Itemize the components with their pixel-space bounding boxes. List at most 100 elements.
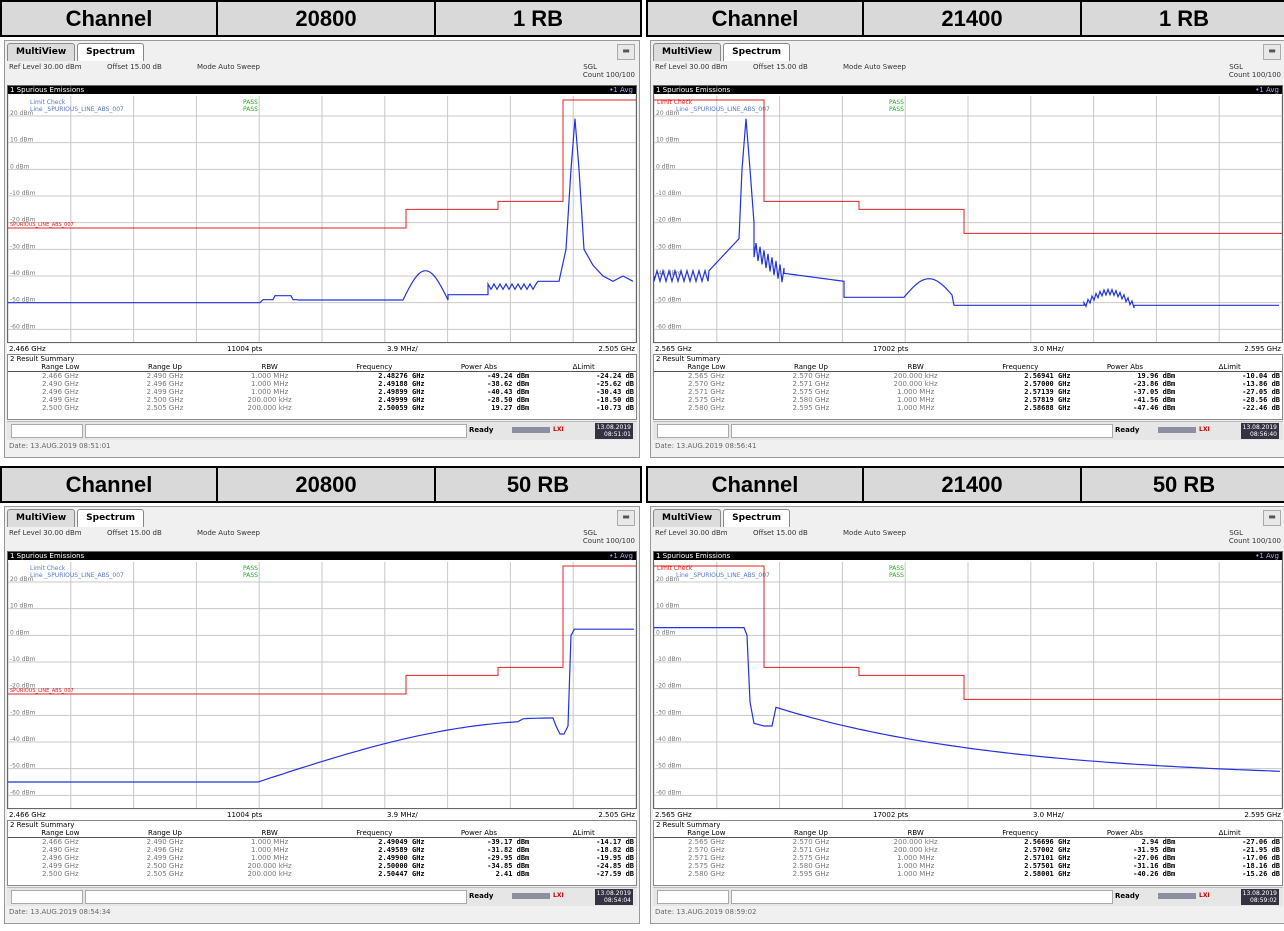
minimize-button[interactable]: ▬: [1263, 510, 1281, 526]
spectrum-plot[interactable]: 1 Spurious Emissions •1 Avg 20 dBm 10 dBm…: [7, 551, 637, 809]
cell--limit: -13.86 dB: [1242, 380, 1280, 388]
cell-range-low: 2.499 GHz: [42, 396, 79, 404]
limit-line: [654, 99, 1282, 234]
cell-range-up: 2.500 GHz: [146, 396, 184, 404]
limit-line-label: SPURIOUS_LINE_ABS_007: [10, 222, 74, 228]
status-timestamp: 13.08.2019 08:56:40: [1240, 423, 1279, 439]
cell-range-low: 2.466 GHz: [42, 838, 79, 846]
lxi-icon: LXI: [553, 892, 564, 899]
cell-frequency: 2.56941 GHz: [1024, 372, 1071, 380]
y-tick-label: -50 dBm: [656, 297, 682, 304]
status-field-message: [731, 890, 1113, 904]
cell-power-abs: 19.27 dBm: [491, 404, 530, 412]
cell-rbw: 1.000 MHz: [897, 870, 935, 878]
spectrum-plot[interactable]: 1 Spurious Emissions •1 Avg 20 dBm 10 dBm…: [653, 85, 1283, 343]
minimize-button[interactable]: ▬: [617, 510, 635, 526]
frequency-axis: 2.565 GHz 17002 pts 3.0 MHz/ 2.595 GHz: [653, 344, 1283, 354]
cell--limit: -14.17 dB: [596, 838, 634, 846]
sweep-points: 11004 pts: [227, 811, 263, 819]
cell-frequency: 2.57002 GHz: [1024, 846, 1071, 854]
cell-rbw: 1.000 MHz: [897, 404, 935, 412]
legend-limit-check: Limit Check: [657, 99, 693, 106]
legend-limit-check: Limit Check: [30, 565, 66, 572]
legend-line-label: Line _SPURIOUS_LINE_ABS_007: [676, 106, 770, 113]
spectrum-plot[interactable]: 1 Spurious Emissions •1 Avg 20 dBm 10 dBm…: [653, 551, 1283, 809]
col-header-4: Power Abs: [1072, 829, 1178, 838]
sgl-text: SGL: [1229, 63, 1243, 71]
progress-bar: [512, 427, 550, 433]
minimize-button[interactable]: ▬: [617, 44, 635, 60]
cell-power-abs: -47.46 dBm: [1133, 404, 1176, 412]
status-field-message: [731, 424, 1113, 438]
cell--limit: -15.26 dB: [1242, 870, 1280, 878]
cell-rbw: 1.000 MHz: [897, 388, 935, 396]
y-tick-label: -30 dBm: [10, 243, 36, 250]
cell--limit: -22.46 dB: [1242, 404, 1280, 412]
settings-info-bar: Ref Level 30.00 dBm Offset 15.00 dB Mode…: [7, 528, 637, 550]
header-channel-label: Channel: [2, 468, 218, 501]
result-table: Range Low Range Up RBW Frequency Power Abs ΔL…: [654, 363, 1282, 412]
table-row: 2.580 GHz 2.595 GHz 1.000 MHz 2.58001 GHz -4…: [654, 870, 1282, 878]
timestamp-time: 08:56:40: [1250, 431, 1277, 438]
table-row: 2.575 GHz 2.580 GHz 1.000 MHz 2.57819 GHz -4…: [654, 396, 1282, 404]
cell-frequency: 2.57819 GHz: [1024, 396, 1071, 404]
cell--limit: -27.59 dB: [596, 870, 634, 878]
ref-level-text: Ref Level 30.00 dBm: [655, 529, 728, 537]
tab-multiview[interactable]: MultiView: [653, 509, 722, 527]
col-header-0: Range Low: [654, 363, 759, 372]
cell-power-abs: -23.86 dBm: [1133, 380, 1176, 388]
stop-frequency: 2.595 GHz: [1244, 345, 1281, 353]
count-text: Count 100/100: [1228, 71, 1281, 79]
legend-line-label: Line _SPURIOUS_LINE_ABS_007: [30, 106, 124, 113]
cell-range-low: 2.571 GHz: [688, 388, 725, 396]
cell-range-low: 2.575 GHz: [688, 862, 725, 870]
count-text: Count 100/100: [582, 71, 635, 79]
status-field-left: [657, 890, 729, 904]
legend-line-label: Line _SPURIOUS_LINE_ABS_007: [676, 572, 770, 579]
capture-date: Date: 13.AUG.2019 08:54:34: [9, 908, 111, 916]
header-rb-count: 1 RB: [1158, 5, 1210, 31]
header-rb-count: 50 RB: [506, 471, 570, 497]
status-field-left: [657, 424, 729, 438]
sgl-text: SGL: [1229, 529, 1243, 537]
y-tick-label: -60 dBm: [10, 323, 36, 330]
start-frequency: 2.565 GHz: [655, 345, 692, 353]
minimize-button[interactable]: ▬: [1263, 44, 1281, 60]
cell-range-up: 2.571 GHz: [792, 380, 830, 388]
cell-range-up: 2.505 GHz: [146, 404, 184, 412]
cell-power-abs: 2.41 dBm: [495, 870, 530, 878]
cell-frequency: 2.57501 GHz: [1024, 862, 1071, 870]
cell-range-up: 2.496 GHz: [146, 846, 184, 854]
tab-spectrum[interactable]: Spectrum: [77, 43, 145, 61]
plot-title: 1 Spurious Emissions: [654, 552, 1282, 560]
cell--limit: -27.06 dB: [1242, 838, 1280, 846]
col-header-3: Frequency: [967, 363, 1073, 372]
table-row: 2.490 GHz 2.496 GHz 1.000 MHz 2.49188 GHz -3…: [8, 380, 636, 388]
tab-multiview[interactable]: MultiView: [653, 43, 722, 61]
col-header-3: Frequency: [321, 829, 427, 838]
tab-spectrum[interactable]: Spectrum: [723, 43, 791, 61]
status-field-left: [11, 424, 83, 438]
status-field-message: [85, 890, 467, 904]
plot-title: 1 Spurious Emissions: [654, 86, 1282, 94]
result-summary-title: 2 Result Summary: [656, 355, 721, 363]
tab-multiview[interactable]: MultiView: [7, 43, 76, 61]
result-summary: 2 Result Summary Range Low Range Up RBW Fre…: [653, 354, 1283, 420]
mode-text: Mode Auto Sweep: [843, 529, 906, 537]
spectrum-plot[interactable]: 1 Spurious Emissions •1 Avg 20 dBm 10 dBm…: [7, 85, 637, 343]
sweep-points: 17002 pts: [873, 811, 909, 819]
col-header-4: Power Abs: [1072, 363, 1178, 372]
tab-spectrum[interactable]: Spectrum: [77, 509, 145, 527]
cell--limit: -18.16 dB: [1242, 862, 1280, 870]
col-header-2: RBW: [217, 363, 322, 372]
tab-spectrum[interactable]: Spectrum: [723, 509, 791, 527]
cell-power-abs: -28.50 dBm: [487, 396, 530, 404]
cell-power-abs: -37.05 dBm: [1133, 388, 1176, 396]
legend-pass-2: PASS: [889, 572, 904, 579]
spectrum-trace: [8, 118, 634, 304]
progress-bar: [1158, 427, 1196, 433]
header-channel-number: 21400: [864, 468, 1082, 501]
table-row: 2.570 GHz 2.571 GHz 200.000 kHz 2.57002 GHz…: [654, 846, 1282, 854]
tab-multiview[interactable]: MultiView: [7, 509, 76, 527]
avg-indicator: •1 Avg: [609, 552, 633, 560]
